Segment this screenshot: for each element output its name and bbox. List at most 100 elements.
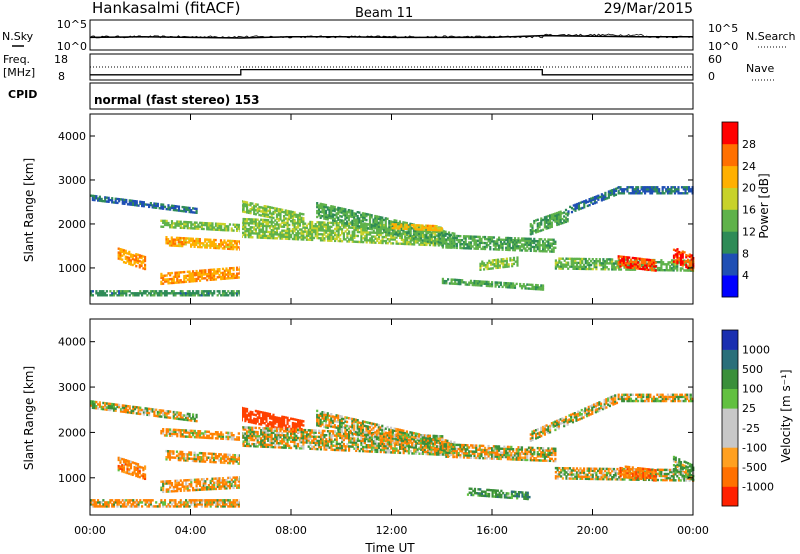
power-cell bbox=[385, 236, 388, 239]
velocity-cell bbox=[116, 503, 119, 506]
power-cell bbox=[293, 224, 296, 227]
power-cell bbox=[246, 220, 249, 223]
power-cell bbox=[494, 244, 497, 247]
power-cell bbox=[558, 267, 561, 270]
power-cell bbox=[647, 186, 650, 189]
power-cell bbox=[358, 240, 361, 244]
power-cell bbox=[374, 224, 377, 228]
power-cell bbox=[672, 260, 676, 263]
power-cell bbox=[174, 226, 177, 229]
power-cell bbox=[261, 218, 265, 222]
velocity-cell bbox=[200, 503, 203, 506]
power-cell bbox=[305, 224, 308, 227]
power-cell bbox=[332, 217, 335, 220]
velocity-cell bbox=[197, 434, 200, 437]
power-cell bbox=[186, 221, 189, 224]
velocity-cell bbox=[286, 416, 289, 420]
power-cell bbox=[218, 247, 221, 250]
power-cell bbox=[275, 229, 279, 232]
power-cell bbox=[300, 220, 303, 223]
velocity-cell bbox=[228, 435, 232, 439]
power-cell bbox=[685, 261, 688, 264]
velocity-cell bbox=[158, 409, 161, 412]
power-cell bbox=[247, 211, 250, 214]
velocity-cell bbox=[112, 405, 116, 408]
power-cell bbox=[170, 220, 174, 223]
power-cell bbox=[317, 208, 321, 211]
power-cell bbox=[419, 224, 422, 227]
power-cell bbox=[195, 277, 198, 281]
power-cell bbox=[202, 244, 205, 247]
power-cell bbox=[102, 292, 105, 295]
power-cell bbox=[407, 228, 410, 231]
power-cell bbox=[356, 218, 359, 222]
velocity-cell bbox=[227, 501, 230, 504]
velocity-cell bbox=[162, 432, 165, 435]
power-cell bbox=[339, 237, 342, 241]
power-cell bbox=[519, 241, 522, 244]
power-cell bbox=[263, 236, 266, 239]
velocity-cell bbox=[174, 479, 177, 483]
power-cell bbox=[223, 247, 226, 250]
power-cell bbox=[195, 241, 198, 245]
power-cell bbox=[436, 238, 439, 241]
power-cell bbox=[193, 239, 196, 243]
velocity-cell bbox=[190, 503, 193, 506]
power-cell bbox=[177, 207, 181, 210]
velocity-cell bbox=[118, 405, 121, 409]
velocity-cell bbox=[236, 486, 239, 489]
velocity-cell bbox=[167, 416, 170, 419]
power-cell bbox=[346, 236, 349, 239]
power-cell bbox=[93, 194, 96, 198]
velocity-cell bbox=[193, 503, 196, 506]
power-cell bbox=[411, 235, 414, 238]
power-cell bbox=[572, 204, 575, 207]
power-cell bbox=[593, 201, 596, 205]
power-cell bbox=[138, 260, 141, 263]
power-cell bbox=[441, 279, 444, 283]
power-cell bbox=[635, 267, 638, 270]
power-cell bbox=[554, 263, 557, 266]
power-cell bbox=[258, 222, 261, 225]
velocity-cell bbox=[125, 503, 128, 506]
power-cell bbox=[564, 216, 568, 220]
freq-series bbox=[90, 68, 693, 76]
power-cell bbox=[256, 207, 259, 210]
power-cell bbox=[607, 190, 610, 193]
velocity-cell bbox=[111, 405, 114, 408]
power-cell bbox=[689, 188, 692, 191]
velocity-cell bbox=[179, 479, 182, 482]
power-cell bbox=[223, 269, 226, 272]
power-cell bbox=[323, 239, 326, 242]
power-cell bbox=[683, 259, 686, 262]
velocity-cell bbox=[225, 455, 228, 458]
power-cell bbox=[214, 246, 217, 250]
power-cell bbox=[188, 294, 191, 297]
power-cell bbox=[688, 190, 691, 193]
power-cell bbox=[176, 222, 179, 225]
power-cell bbox=[323, 225, 326, 228]
power-cell bbox=[383, 224, 386, 227]
velocity-cell bbox=[204, 499, 207, 502]
power-cell bbox=[678, 252, 681, 256]
power-cell bbox=[368, 219, 372, 223]
power-cell bbox=[220, 222, 223, 226]
velocity-cell bbox=[188, 435, 191, 439]
power-cell bbox=[268, 226, 272, 230]
velocity-cell bbox=[230, 480, 233, 484]
power-cell bbox=[621, 263, 624, 266]
power-cell bbox=[644, 190, 647, 193]
power-cell bbox=[170, 206, 174, 209]
velocity-cell bbox=[105, 505, 108, 508]
power-cell bbox=[321, 205, 324, 208]
power-cell bbox=[169, 278, 172, 281]
power-cell bbox=[328, 216, 331, 219]
velocity-cell bbox=[91, 402, 94, 405]
velocity-cell bbox=[183, 453, 186, 456]
power-cell bbox=[123, 202, 126, 205]
power-cell bbox=[209, 268, 212, 272]
velocity-cell bbox=[102, 503, 105, 506]
velocity-cell bbox=[190, 499, 193, 502]
power-cell bbox=[356, 220, 359, 224]
power-cell bbox=[368, 213, 372, 217]
